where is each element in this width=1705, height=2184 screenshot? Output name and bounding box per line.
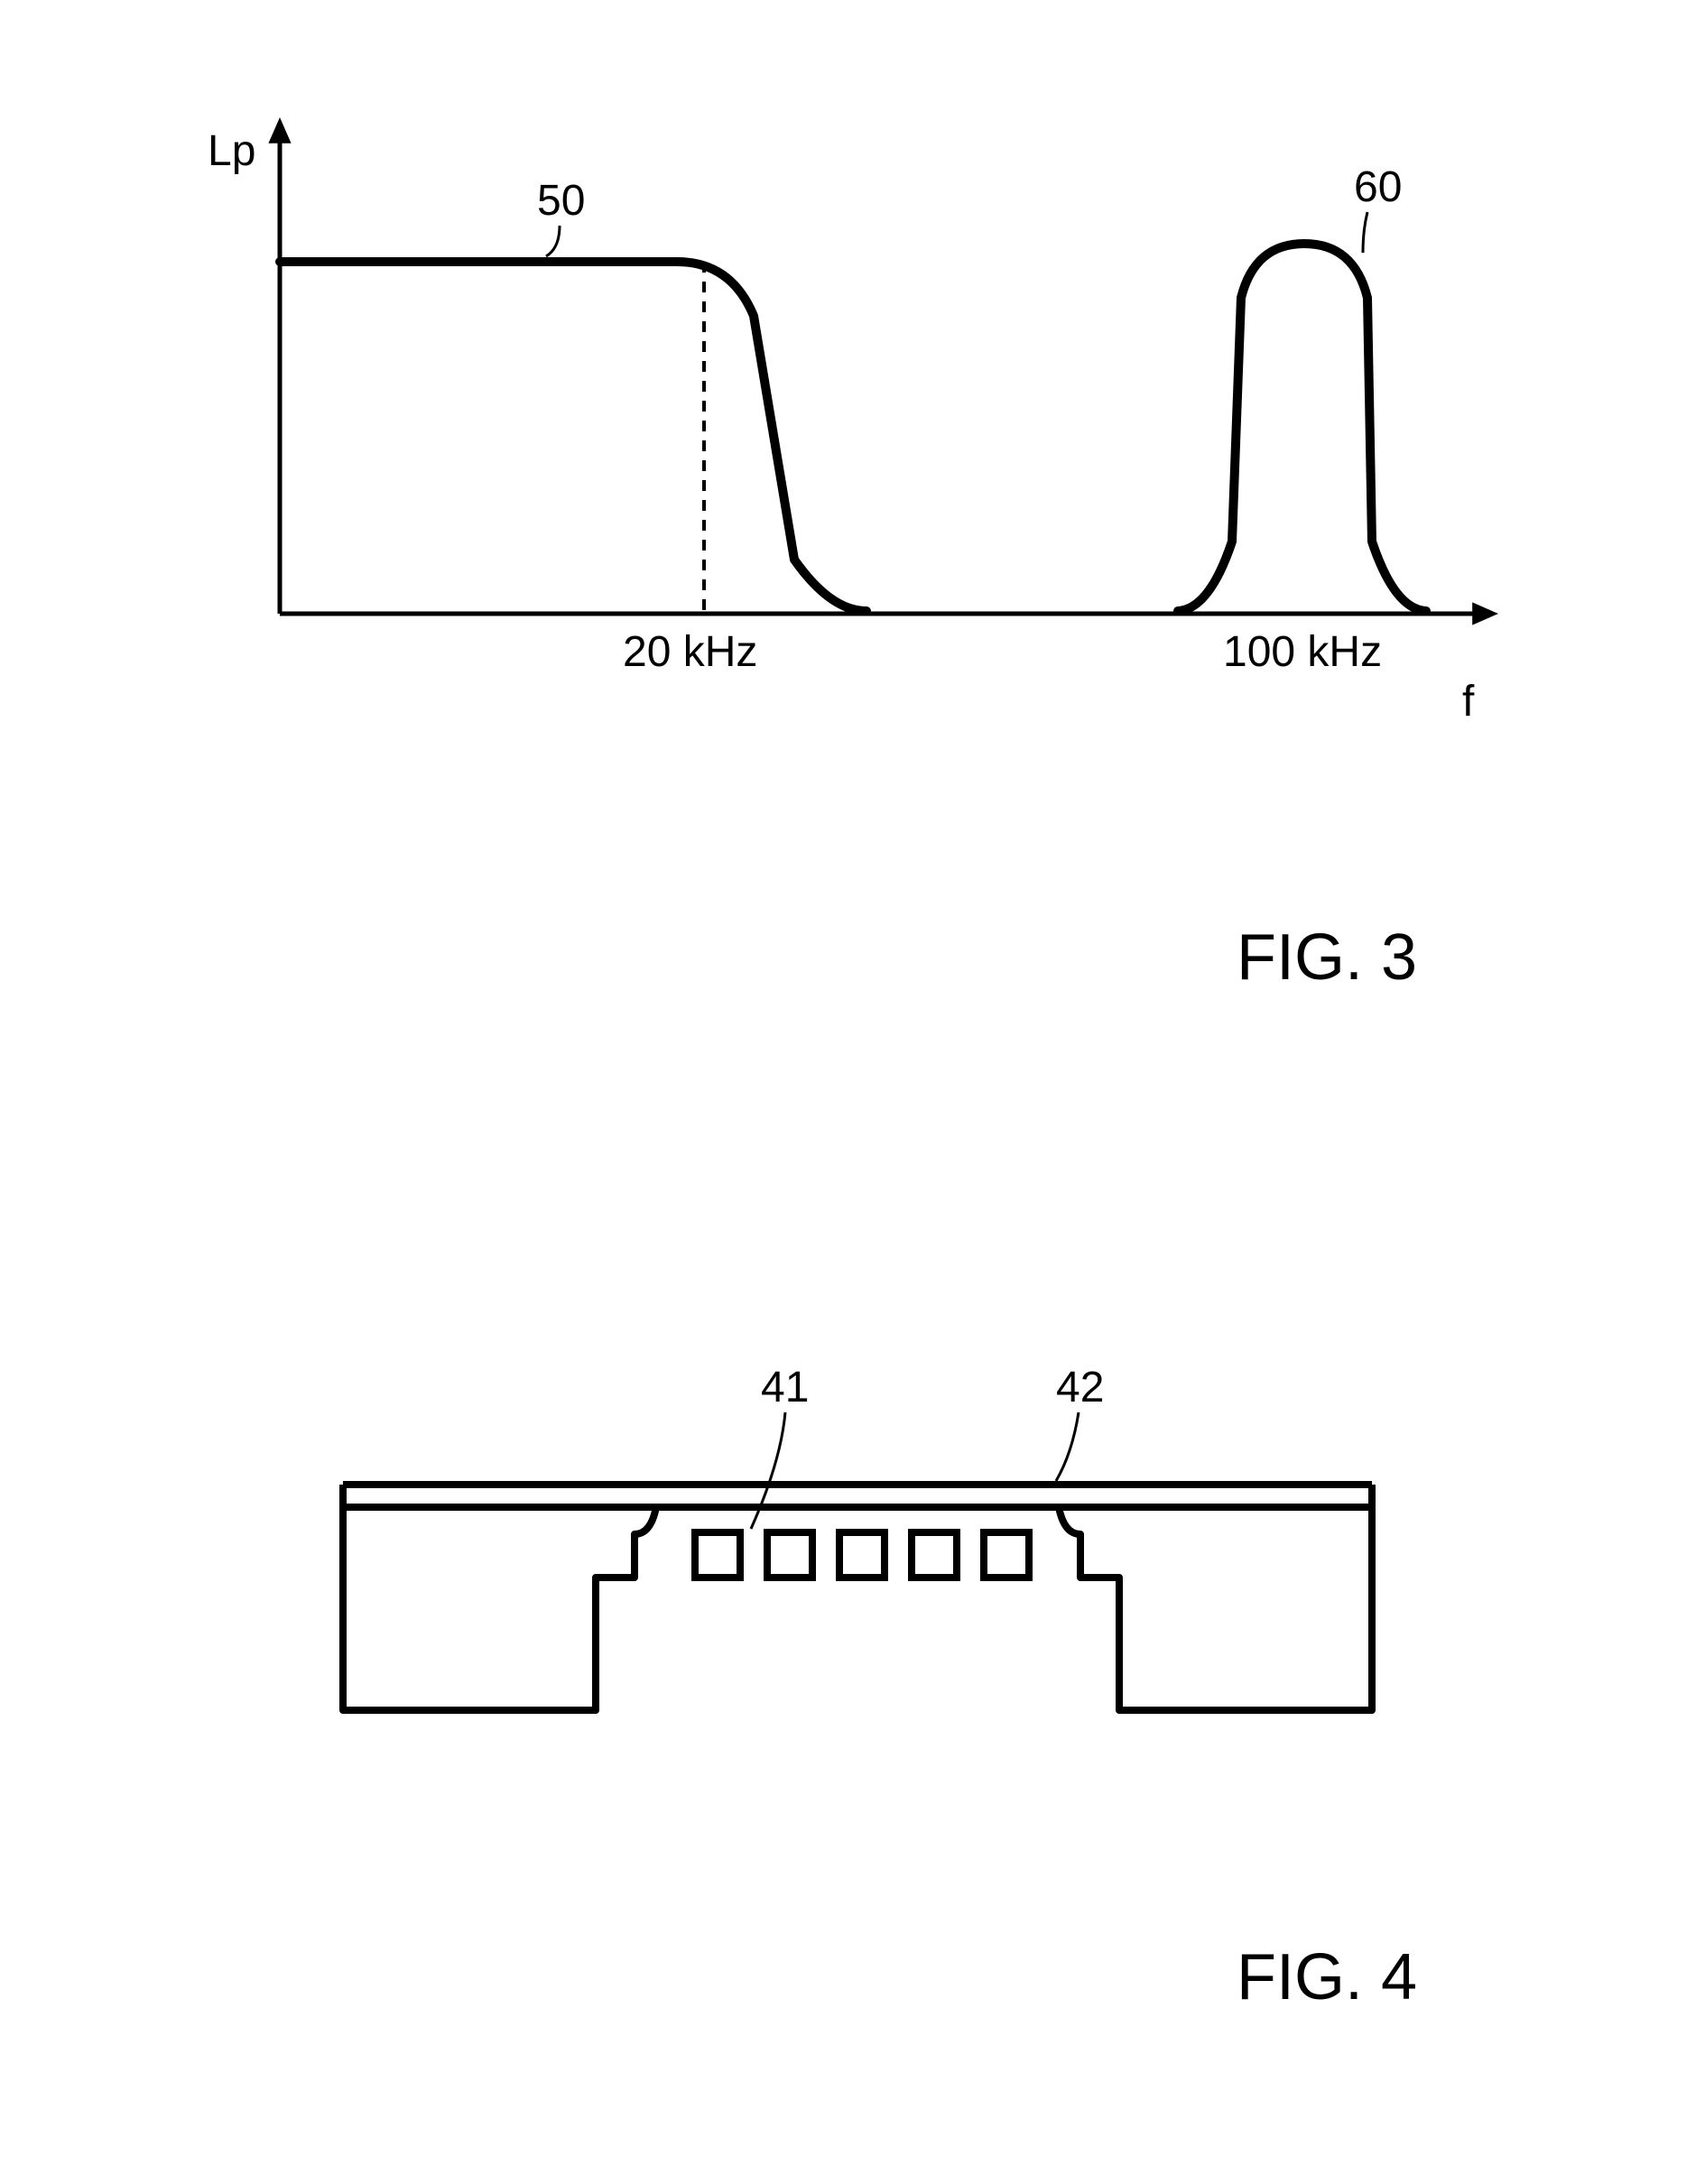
callout-50: 50 — [537, 176, 585, 226]
x-tick-1: 20 kHz — [623, 627, 757, 677]
callout-60: 60 — [1354, 162, 1402, 212]
fig4-label: FIG. 4 — [1237, 1940, 1417, 2014]
figure-4: 41 42 — [271, 1354, 1444, 1715]
callout-41: 41 — [761, 1363, 809, 1412]
x-tick-2: 100 kHz — [1223, 627, 1382, 677]
fig3-label: FIG. 3 — [1237, 921, 1417, 995]
x-axis-label: f — [1462, 677, 1474, 726]
y-axis-label: Lp — [208, 126, 255, 176]
figure-3: Lp f 20 kHz 100 kHz 50 60 — [181, 108, 1534, 740]
callout-42: 42 — [1056, 1363, 1104, 1412]
fig4-drawing — [271, 1354, 1444, 1715]
page: Lp f 20 kHz 100 kHz 50 60 FIG. 3 41 42 F… — [0, 0, 1705, 2184]
